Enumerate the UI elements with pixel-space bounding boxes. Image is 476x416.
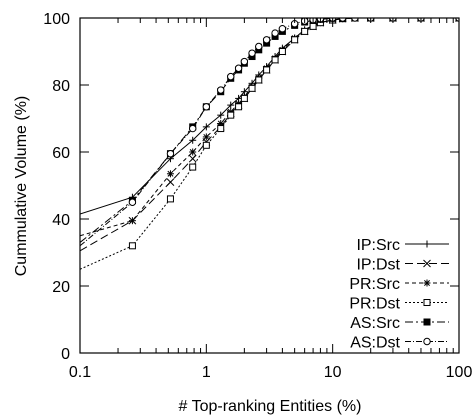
x-tick-label: 10 [324,364,342,381]
series-6 [80,18,459,247]
data-point [301,27,309,35]
data-point [202,103,211,111]
ticks-layer: 0.1 1 10 100 0 20 40 60 80 100 [43,11,472,381]
legend-label: IP:Dst [356,257,400,274]
series-3 [80,18,459,237]
data-point [217,86,225,94]
legend-entry: IP:Dst [356,257,449,274]
x-tick-label: 1 [202,364,211,381]
legend-marker [423,259,431,268]
legend-entry: IP:Src [356,237,449,254]
data-point [128,242,136,250]
data-point [189,148,197,156]
data-point [271,56,279,64]
data-point [217,111,225,119]
legend-label: AS:Src [350,315,400,332]
data-point [235,103,243,111]
series-line [80,18,459,215]
data-point [227,101,235,109]
series-1 [80,18,459,215]
plot-frame [79,17,460,354]
legend-entry: AS:Src [350,315,449,332]
series-2 [80,18,459,252]
series-layer [80,18,459,270]
data-point [240,57,249,66]
data-point [166,149,175,158]
y-tick-label: 0 [61,346,70,363]
data-point [278,48,286,55]
data-point [189,163,197,171]
data-point [262,36,271,44]
data-point [278,25,287,33]
data-point [202,123,210,131]
data-point [189,124,197,133]
data-point [248,84,256,92]
legend-marker [423,299,431,306]
data-point [234,64,243,72]
x-tick-label: 0.1 [69,364,91,381]
legend-label: PR:Dst [349,296,400,313]
y-tick-label: 80 [52,78,70,95]
data-point [271,29,279,37]
legend-marker [423,240,431,248]
y-tick-label: 20 [52,279,70,296]
legend-label: PR:Src [349,276,400,293]
data-point [128,217,136,225]
y-tick-label: 100 [43,11,70,28]
data-point [291,36,299,44]
y-axis-title: Cummulative Volume (%) [13,96,30,277]
series-4 [80,18,459,270]
data-point [227,111,235,119]
series-line [80,18,459,237]
data-point [263,66,271,74]
data-point [188,154,197,163]
legend-label: IP:Src [356,237,400,254]
data-point [217,125,225,133]
series-line [80,18,459,243]
legend-marker [423,279,431,287]
series-line [80,18,459,247]
data-point [202,133,210,141]
data-point [202,141,210,149]
legend-entry: PR:Dst [349,296,449,313]
x-tick-label: 100 [446,364,473,381]
legend-marker [423,337,431,346]
x-axis-title: # Top-ranking Entities (%) [179,398,362,415]
data-point [255,42,263,51]
legend-marker [423,318,431,326]
data-point [166,178,175,187]
legend-entry: PR:Src [349,276,449,293]
data-point [255,76,263,84]
data-point [227,72,235,81]
data-point [189,136,197,144]
data-point [309,22,317,30]
series-5 [80,18,459,243]
data-point [240,94,248,102]
y-tick-label: 40 [52,212,70,229]
legend-label: AS:Dst [350,335,400,352]
data-point [128,198,137,206]
data-point [248,49,256,57]
data-point [166,195,174,203]
y-tick-label: 60 [52,145,70,162]
data-point [166,170,174,178]
series-line [80,18,459,270]
legend: IP:Src IP:Dst PR:Src PR:Dst AS:Src AS:Dst [349,237,449,352]
plot-area [80,18,459,270]
series-line [80,18,459,252]
legend-entry: AS:Dst [350,335,449,352]
